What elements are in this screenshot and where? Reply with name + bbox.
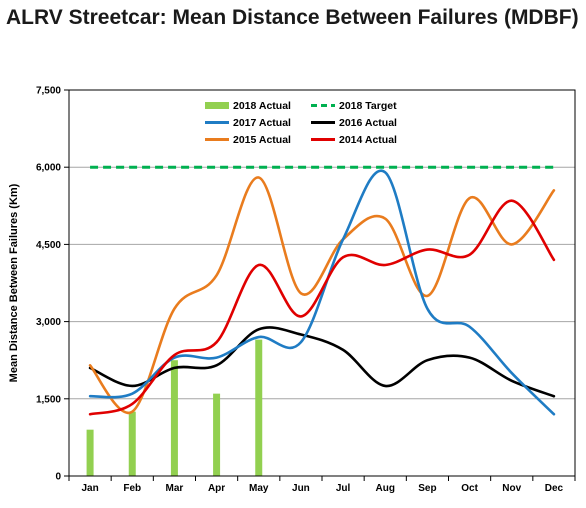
x-tick-label-jul: Jul [336, 483, 351, 494]
legend: 2018 Actual 2018 Target 2017 Actual 2016 Ac… [205, 100, 397, 146]
x-tick-label-jun: Jun [292, 483, 310, 494]
bar-series-2018-actual [86, 339, 263, 476]
line-series-2015-actual [88, 176, 556, 415]
bar-jan [86, 429, 94, 476]
legend-label-2018-target: 2018 Target [339, 100, 397, 112]
y-axis-label: Mean Distance Between Failures (Km) [8, 183, 20, 382]
legend-swatch-2018-actual [205, 102, 229, 109]
y-tick-label-5: 7,500 [36, 86, 61, 97]
tick-labels: 0 1,500 3,000 4,500 6,000 7,500 Jan Feb Mar Apr Ma… [36, 86, 564, 495]
plot-frame [68, 89, 576, 477]
legend-label-2015-actual: 2015 Actual [233, 134, 291, 146]
axes [64, 89, 576, 481]
y-tick-label-4: 6,000 [36, 163, 61, 174]
x-tick-label-sep: Sep [418, 483, 436, 494]
bar-apr [213, 393, 221, 476]
x-tick-label-jan: Jan [81, 483, 98, 494]
bar-mar [170, 360, 178, 476]
chart-title: ALRV Streetcar: Mean Distance Between Fa… [6, 6, 579, 29]
x-tick-label-apr: Apr [208, 483, 225, 494]
x-tick-label-feb: Feb [123, 483, 141, 494]
y-tick-label-3: 4,500 [36, 240, 61, 251]
x-tick-label-nov: Nov [502, 483, 521, 494]
x-tick-label-may: May [249, 483, 269, 494]
bar-may [255, 339, 263, 476]
line-series-group [88, 165, 556, 416]
legend-label-2016-actual: 2016 Actual [339, 117, 397, 129]
line-series-2016-actual [88, 326, 556, 398]
line-series-2017-actual [88, 169, 556, 416]
x-tick-label-oct: Oct [461, 483, 478, 494]
line-series-2014-actual [88, 199, 556, 416]
legend-label-2018-actual: 2018 Actual [233, 100, 291, 112]
gridlines [69, 89, 575, 400]
legend-label-2017-actual: 2017 Actual [233, 117, 291, 129]
y-tick-label-1: 1,500 [36, 394, 61, 405]
x-tick-label-mar: Mar [166, 483, 184, 494]
y-tick-label-2: 3,000 [36, 317, 61, 328]
y-tick-label-0: 0 [55, 472, 61, 483]
legend-label-2014-actual: 2014 Actual [339, 134, 397, 146]
x-tick-label-dec: Dec [545, 483, 564, 494]
bar-feb [128, 411, 136, 476]
x-tick-label-aug: Aug [376, 483, 395, 494]
